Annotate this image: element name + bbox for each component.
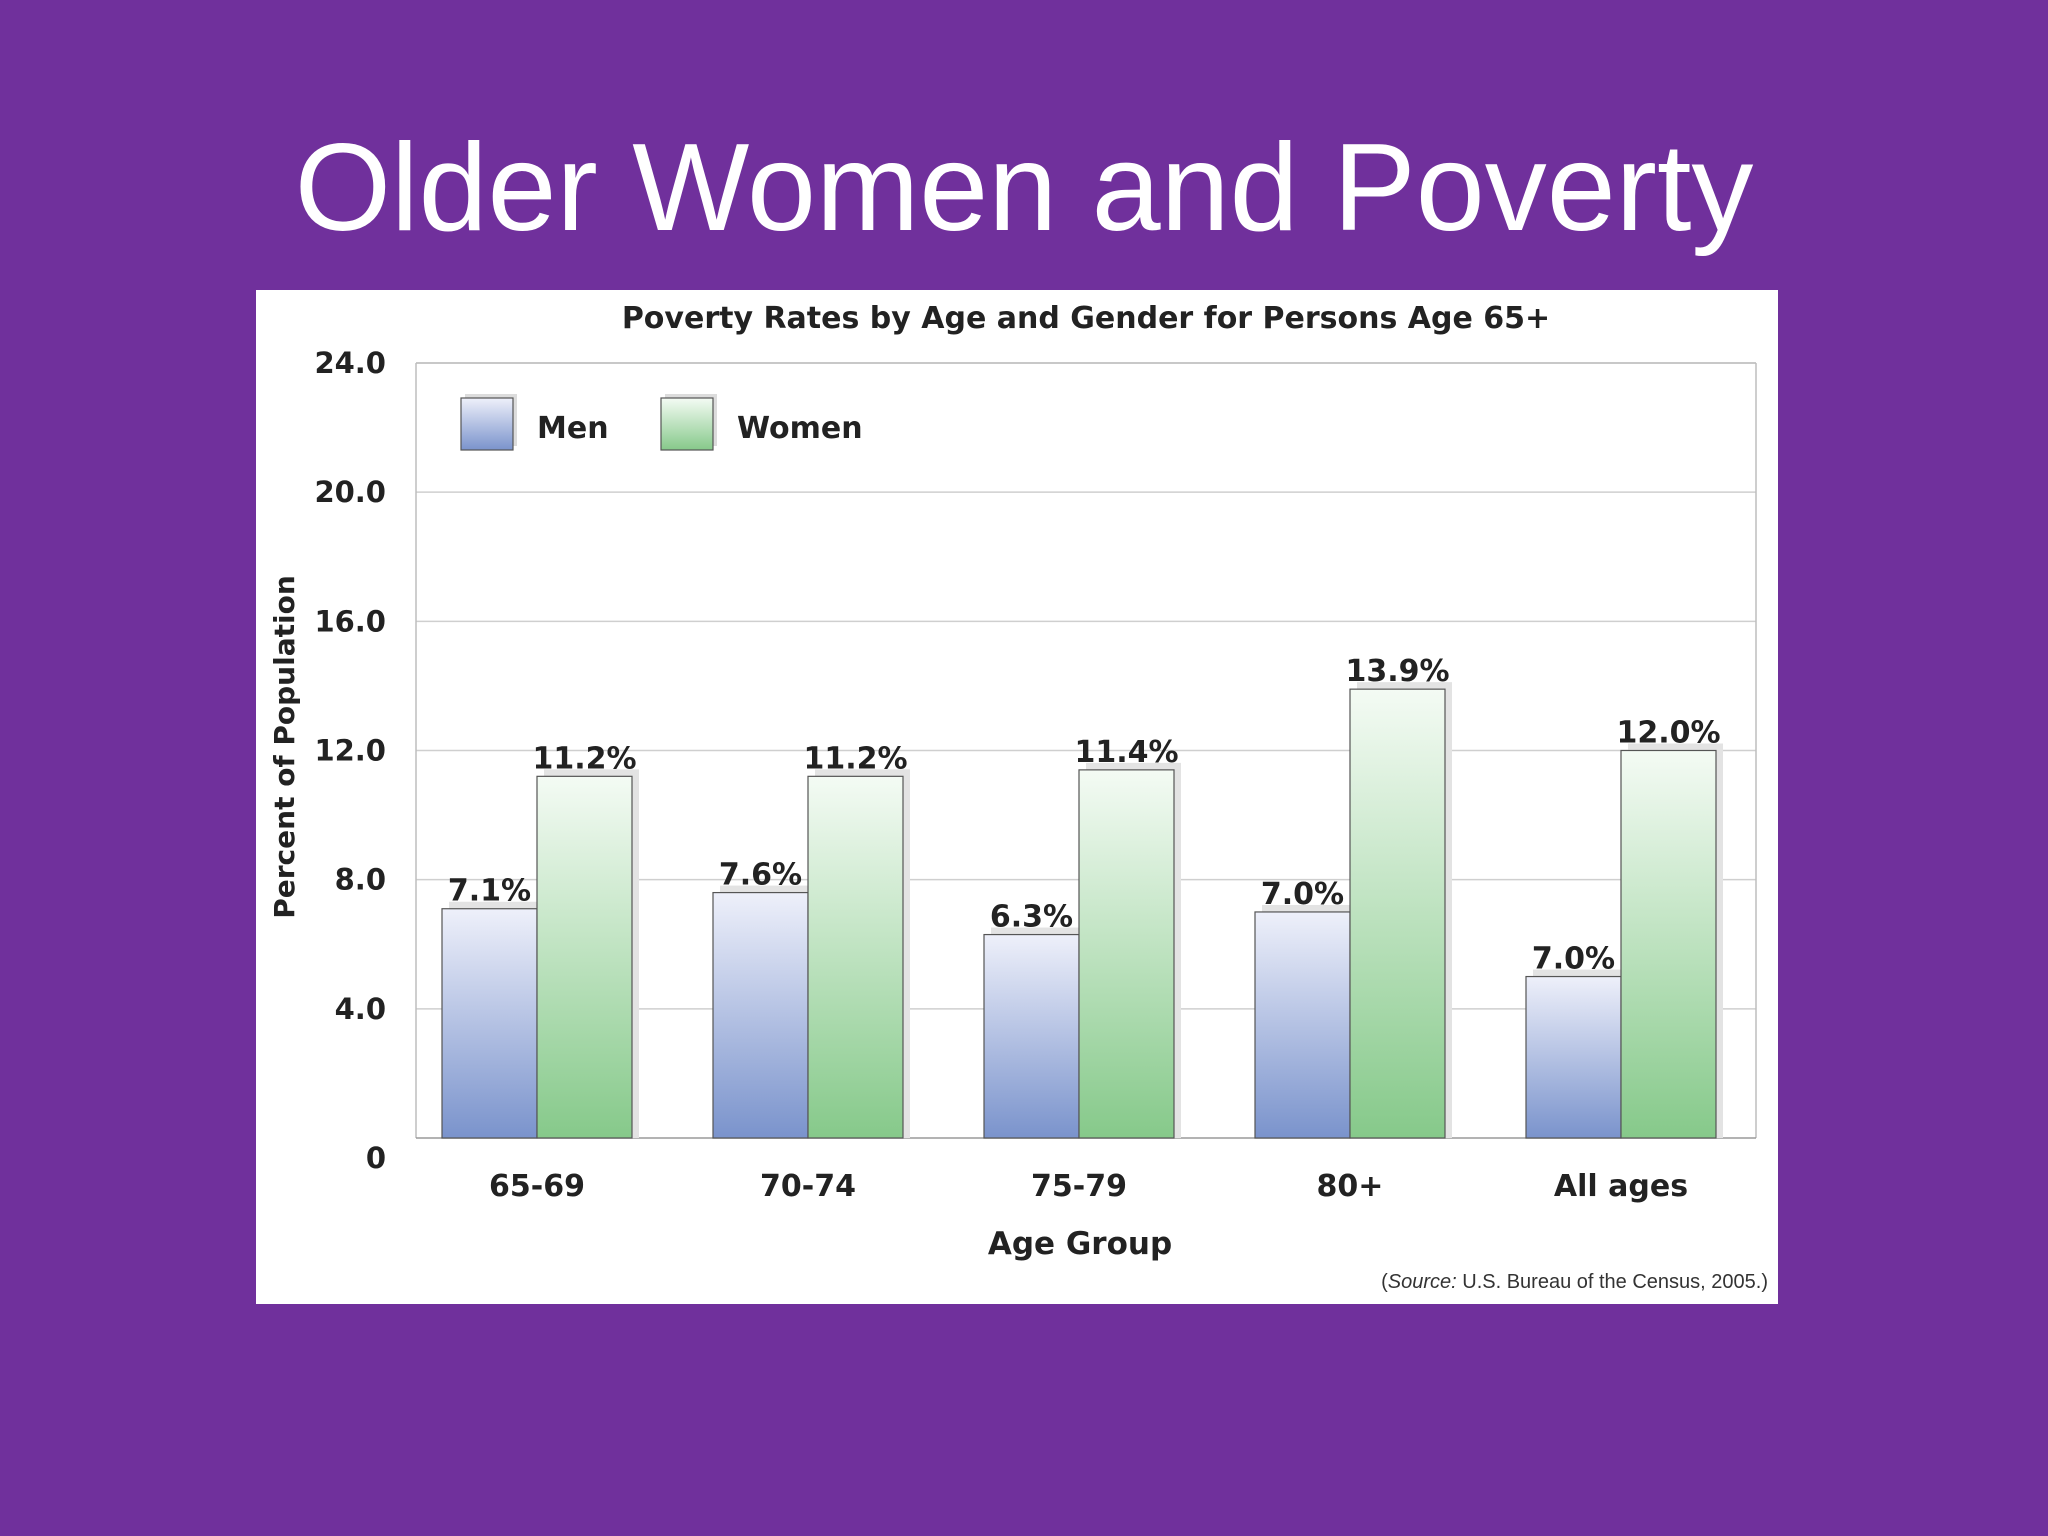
y-axis-label: Percent of Population xyxy=(268,575,301,919)
bar-women-all-ages xyxy=(1620,749,1717,1139)
data-label: 11.2% xyxy=(532,741,636,776)
data-label: 11.2% xyxy=(803,741,907,776)
data-label: 7.1% xyxy=(448,874,531,909)
bar-women-75-79 xyxy=(1078,769,1175,1139)
chart-panel: Poverty Rates by Age and Gender for Pers… xyxy=(256,290,1778,1304)
bar-women-65-69 xyxy=(536,775,633,1139)
x-tick-label: 65-69 xyxy=(489,1169,585,1204)
y-tick-label: 0 xyxy=(366,1141,386,1175)
legend-swatch-men xyxy=(460,397,514,451)
data-label: 7.6% xyxy=(719,858,802,893)
source-label: Source: xyxy=(1387,1271,1457,1293)
x-tick-label: All ages xyxy=(1554,1169,1688,1204)
source-prefix: ( xyxy=(1381,1271,1388,1293)
slide-title: Older Women and Poverty xyxy=(294,119,1754,257)
data-label: 13.9% xyxy=(1345,654,1449,689)
y-tick-label: 4.0 xyxy=(335,992,386,1026)
plot-frame xyxy=(415,362,1757,1138)
x-tick-label: 80+ xyxy=(1317,1169,1384,1204)
x-axis-label: Age Group xyxy=(988,1226,1172,1262)
bar-men-75-79 xyxy=(983,933,1080,1139)
y-tick-label: 16.0 xyxy=(314,604,386,638)
y-tick-label: 20.0 xyxy=(314,475,386,509)
bar-women-70-74 xyxy=(807,775,904,1139)
data-label: 6.3% xyxy=(990,900,1073,935)
legend-label-women: Women xyxy=(737,411,863,446)
source-text: U.S. Bureau of the Census, 2005.) xyxy=(1456,1271,1768,1293)
bar-men-70-74 xyxy=(712,891,809,1139)
bar-chart: Poverty Rates by Age and Gender for Pers… xyxy=(268,301,1757,1262)
chart-title: Poverty Rates by Age and Gender for Pers… xyxy=(622,301,1550,336)
bar-women-80- xyxy=(1349,688,1446,1139)
x-tick-label: 75-79 xyxy=(1031,1169,1127,1204)
legend-swatch-women xyxy=(660,397,714,451)
y-tick-label: 8.0 xyxy=(335,863,386,897)
data-label: 12.0% xyxy=(1616,716,1720,751)
y-tick-label: 12.0 xyxy=(314,734,386,768)
source-note: (Source: U.S. Bureau of the Census, 2005… xyxy=(1381,1271,1768,1294)
x-tick-label: 70-74 xyxy=(760,1169,856,1204)
y-tick-label: 24.0 xyxy=(314,346,386,380)
data-label: 7.0% xyxy=(1261,877,1344,912)
legend-label-men: Men xyxy=(537,411,609,446)
data-label: 7.0% xyxy=(1532,942,1615,977)
bar-men-all-ages xyxy=(1525,975,1622,1139)
data-label: 11.4% xyxy=(1074,735,1178,770)
bar-men-80- xyxy=(1254,911,1351,1139)
bar-men-65-69 xyxy=(441,908,538,1139)
